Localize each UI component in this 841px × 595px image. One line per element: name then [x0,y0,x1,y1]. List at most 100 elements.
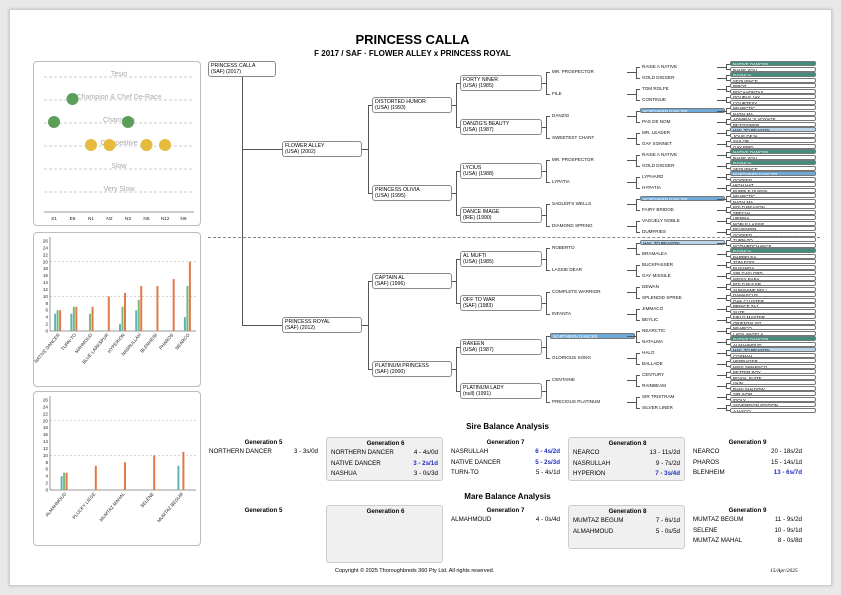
connector-line [726,272,727,279]
connector-line [717,363,726,365]
connector-line [546,380,547,402]
horse-info: (IRE) (1990) [463,215,492,221]
connector-line [717,407,726,409]
connector-line [726,256,730,257]
connector-line [726,140,727,147]
connector-line [726,151,727,158]
copyright-text: Copyright © 2025 Thoroughbreds 360 Pty L… [335,568,495,574]
connector-line [456,347,457,391]
g5-horse-label: PAS DE NOM [642,118,671,124]
mare_balance-horse-count: 11 - 9s/2d [774,516,802,523]
connector-line [627,94,636,95]
category-label: ALMAHMOUD [44,491,67,518]
connector-line [636,242,640,244]
connector-line [726,74,730,76]
g6-horse-box: NORTHERN DANCER [730,171,816,177]
g5-horse-label: LYPHARD [642,173,664,179]
sire-balance-analysis: Sire Balance Analysis Generation 5 NORTHE… [205,418,810,493]
connector-line [726,173,727,180]
bar [91,306,94,331]
mare_balance-horse-name: ALMAHMOUD [451,516,492,523]
connector-line [456,391,460,392]
connector-line [636,143,640,145]
g6-horse-box: BOLD REASON [730,204,816,210]
connector-line [726,234,730,235]
connector-line [726,366,730,367]
connector-line [726,404,730,406]
bar [75,306,78,331]
y-tick-label: 8 [45,301,48,306]
g6-horse-box: BUSANDA [730,264,816,270]
connector-line [456,303,460,304]
connector-line [636,132,637,144]
horse-info: (SAF) (1996) [375,281,405,287]
y-tick-label: 10 [43,453,49,458]
g6-horse-box: NEARCTIC [730,193,816,199]
connector-line [636,286,640,288]
connector-line [726,283,727,290]
g3-horse-box: FORTY NINER (USA) (1985) [460,75,542,91]
y-tick-label: 18 [43,425,49,430]
racing-point [140,139,153,151]
connector-line [726,217,727,224]
connector-line [717,110,726,112]
g4-horse-label: DIAMOND SPRING [552,223,593,228]
g6-horse-box: NEARCTIC [730,105,816,111]
mare_balance-generation-title: Generation 9 [728,507,767,514]
report-date: 15/Apr/2025 [770,568,798,574]
mare_balance-generation-column: Generation 7 ALMAHMOUD 4 - 0s/4d [447,505,564,549]
g6-horse-box: BETTER BOY [730,369,816,375]
g5-horse-label: RAISE A NATIVE [642,151,678,157]
connector-line [726,206,730,208]
connector-line [546,182,550,183]
y-tick-label: 6 [45,308,48,313]
connector-line [726,338,730,340]
connector-line [636,154,640,156]
g6-horse-box: PRINCE TAJ [730,303,816,309]
connector-line [636,374,637,386]
connector-line [726,388,730,389]
connector-line [636,308,640,310]
sire-balance-title: Sire Balance Analysis [466,422,549,431]
connector-line [636,121,640,123]
connector-line [636,352,640,354]
connector-line [717,341,726,343]
g6-horse-box: HAIL TO REASON [730,347,816,353]
bar [65,472,68,490]
connector-line [636,297,640,299]
connector-line [636,308,637,320]
connector-line [726,228,727,235]
connector-line [456,127,460,128]
y-tick-label: 22 [43,252,49,257]
g6-horse-box: HAIL TO REASON [730,127,816,133]
sire_balance-horse-count: 5 - 2s/3d [535,458,560,466]
bar [56,310,59,331]
x-tick-label: N12 [161,216,170,222]
connector-line [726,162,730,164]
connector-line [726,371,730,373]
y-tick-label: 18 [43,266,49,271]
g4-horse-label: PRECIOUS PLATINUM [552,399,601,404]
mare_balance-generation-column: Generation 5 [205,505,322,549]
connector-line [726,102,730,103]
y-tick-label: 20 [43,259,49,264]
connector-line [726,85,727,92]
connector-line [452,105,456,106]
bar [72,306,75,331]
level-label: Tesio [111,71,127,78]
connector-line [726,118,727,125]
mare_balance-horse-count: 4 - 0s/4d [535,516,560,523]
g6-horse-box: AJASCO [730,407,816,413]
level-label: Champion & Chef De-Race [77,94,162,101]
connector-line [726,360,727,367]
g6-horse-box: FIELD MASTER [730,314,816,320]
connector-line [546,116,550,117]
sire_balance-horse-name: TURN-TO [451,469,479,476]
mare_balance-horse-name: MUMTAZ BEGUM [573,517,624,524]
g2-horse-box: PLATINUM PRINCESS (SAF) (2000) [372,361,452,377]
g6-horse-box: JOLIE DEJA [730,132,816,138]
g3-horse-box: DANCE IMAGE (IRE) (1990) [460,207,542,223]
connector-line [726,349,730,351]
bar [107,296,110,331]
connector-line [726,250,730,252]
